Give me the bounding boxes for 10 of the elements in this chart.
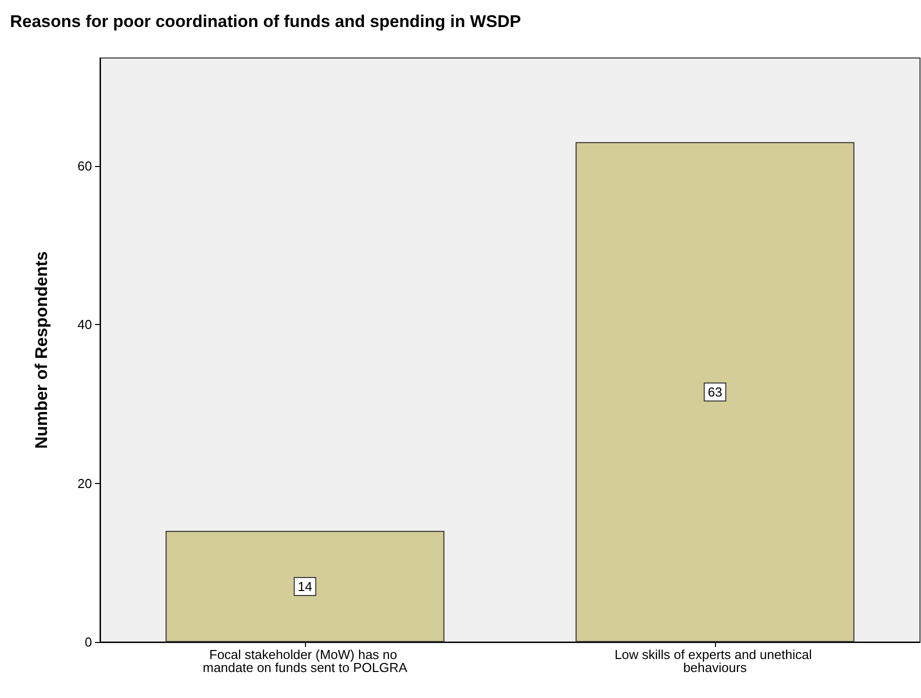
chart-title: Reasons for poor coordination of funds and spending in WSDP bbox=[10, 12, 521, 31]
x-tick-label: Focal stakeholder (MoW) has no mandate on funds sent to POLGRA bbox=[202, 647, 408, 675]
data-label: 14 bbox=[298, 578, 312, 594]
x-tick-label: Low skills of experts and unethical behaviours bbox=[614, 647, 816, 675]
y-tick-label: 60 bbox=[78, 158, 92, 174]
y-tick-label: 40 bbox=[78, 317, 92, 332]
y-axis-title: Number of Respondents bbox=[32, 251, 51, 449]
data-label: 63 bbox=[708, 384, 722, 400]
y-tick-label: 0 bbox=[84, 634, 92, 650]
y-tick-label: 20 bbox=[78, 476, 92, 491]
